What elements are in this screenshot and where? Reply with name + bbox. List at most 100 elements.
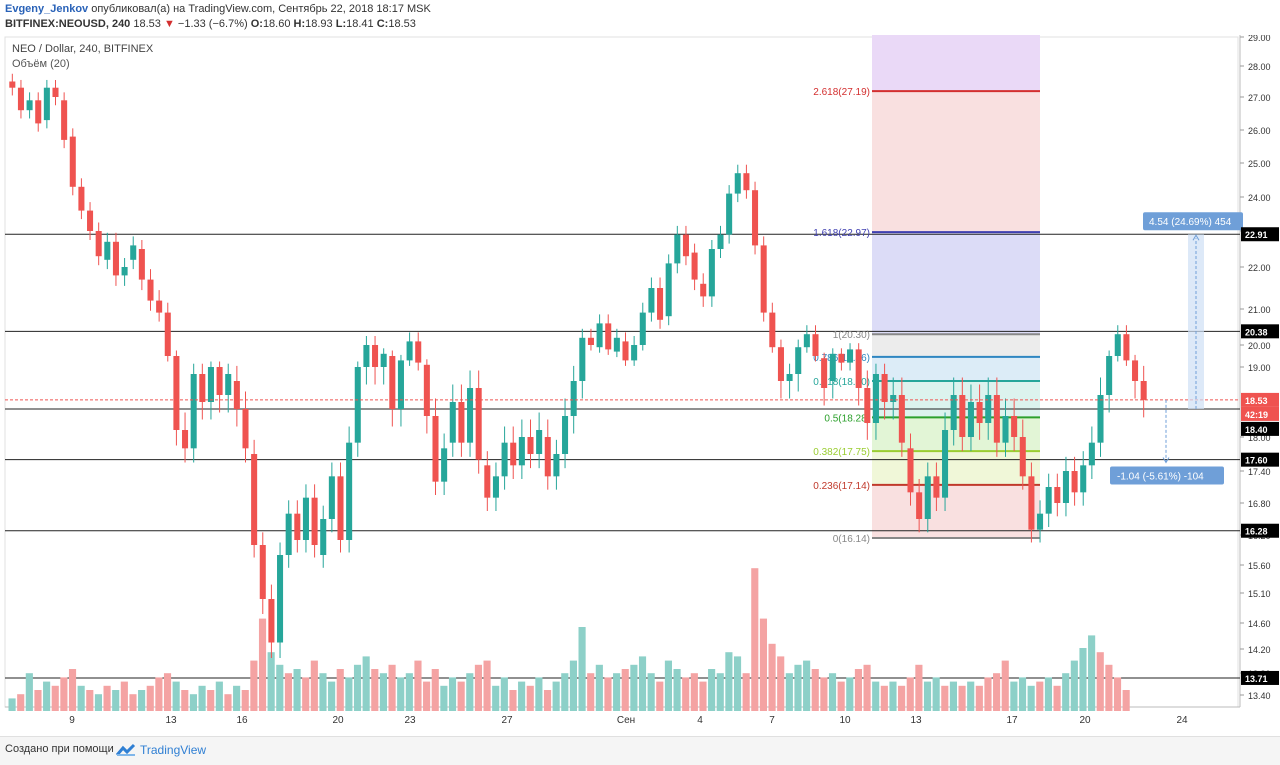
candle-body [553,454,560,477]
close-label: C: [376,18,389,30]
volume-bar [958,685,966,711]
fib-zone-3 [872,356,1040,381]
candle-body [1028,476,1035,530]
fib-label-0: 0(16.14) [833,534,870,545]
x-tick-label: 23 [404,715,416,726]
candle-body [829,353,836,381]
fib-label-0.382: 0.382(17.75) [813,447,870,458]
candle-body [657,288,664,320]
ohlc-line: BITFINEX:NEOUSD, 240 18.53 ▼ −1.33 (−6.7… [5,18,416,30]
volume-bar [293,669,301,711]
candle-body [890,395,897,402]
fib-zone-7 [872,484,1040,538]
x-tick-label: 13 [165,715,177,726]
candle-body [596,323,603,348]
candle-body [1062,471,1069,503]
candle-body [847,349,854,363]
x-tick-label: 10 [839,715,851,726]
close-value: 18.53 [388,18,416,30]
y-tick-label: 18.00 [1248,433,1271,443]
candle-body [380,353,387,367]
candle-body [795,347,802,374]
candle-body [933,476,940,498]
open-value: 18.60 [262,18,291,30]
volume-bar [284,673,292,711]
price-chart[interactable]: 2.618(27.19)1.618(22.97)1(20.30)0.786(19… [0,35,1280,730]
volume-bar [543,690,552,711]
x-tick-label: 13 [910,715,922,726]
candle-body [328,476,335,519]
volume-bar [673,669,681,711]
y-tick-label: 20.00 [1248,341,1271,351]
candle-body [942,430,949,498]
candle-body [406,341,413,361]
candle-body [1011,416,1018,437]
volume-bar [777,656,785,711]
candle-body [916,492,923,519]
author-link[interactable]: Evgeny_Jenkov [5,3,89,15]
fib-zone-6 [872,451,1040,485]
candle-body [87,210,94,231]
volume-bar [708,669,716,711]
candle-body [1123,334,1130,361]
volume-bar [397,677,405,711]
volume-bar [1122,690,1130,711]
candle-body [518,437,525,466]
volume-bar [1113,677,1122,711]
price-label: 17.60 [1245,456,1268,466]
candle-body [976,402,983,423]
measure-up-label: 4.54 (24.69%) 454 [1149,217,1232,228]
volume-bar [518,681,526,711]
price-label-box [1241,392,1279,407]
volume-bar [448,677,457,711]
volume-bar [854,669,862,711]
candle-body [682,234,689,257]
y-tick-label: 14.60 [1248,619,1271,629]
volume-bar [388,664,396,711]
volume-bar [34,690,42,711]
measure-up-box [1143,212,1243,231]
high-label: H: [293,18,306,30]
candle-body [199,374,206,402]
volume-bar [1036,681,1044,711]
tradingview-logo-icon [116,743,136,756]
volume-bar [837,681,845,711]
volume-bar [129,694,137,711]
price-label-box [1241,421,1279,436]
created-with-text: Создано при помощи [5,743,114,755]
volume-bar [1010,681,1018,711]
volume-bar [353,664,362,711]
volume-bar [656,681,664,711]
volume-bar [975,685,983,711]
fib-label-1.618: 1.618(22.97) [813,228,870,239]
candle-body [277,555,284,643]
y-tick-label: 29.00 [1248,35,1271,43]
volume-bar [414,660,422,711]
publish-line: Evgeny_Jenkov опубликовал(а) на TradingV… [5,3,431,15]
candle-body [1054,487,1061,503]
candle-body [622,341,629,361]
price-label-box [1241,523,1279,538]
y-tick-label: 17.40 [1248,467,1271,477]
volume-bar [898,685,906,711]
candle-body [475,388,482,460]
volume-bar [379,673,387,711]
volume-bar [906,677,914,711]
candle-body [760,245,767,313]
symbol-label: BITFINEX:NEOUSD, 240 [5,18,131,30]
candle-body [985,395,992,423]
candle-body [233,381,240,409]
chart-area[interactable]: 2.618(27.19)1.618(22.97)1(20.30)0.786(19… [0,35,1280,730]
candle-body [1019,437,1026,477]
volume-bar [112,690,120,711]
candle-body [726,193,733,235]
tradingview-link[interactable]: TradingView [116,741,206,759]
volume-bar [371,669,379,711]
price-label: 13.71 [1245,674,1268,684]
volume-bar [923,681,932,711]
series-legend: NEO / Dollar, 240, BITFINEX [12,43,154,55]
volume-bar [768,643,776,711]
candle-body [743,173,750,191]
volume-bar [258,618,267,711]
price-label: 20.38 [1245,327,1268,337]
